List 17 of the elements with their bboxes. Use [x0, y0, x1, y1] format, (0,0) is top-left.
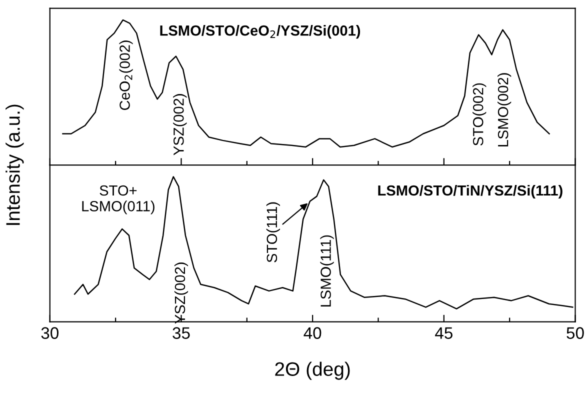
annotation: YSZ(002) [174, 262, 188, 324]
x-tick-label: 45 [435, 327, 452, 339]
annotation: STO+ LSMO(011) [82, 185, 154, 214]
x-tick-label: 30 [41, 327, 59, 339]
chart-title: LSMO/STO/CeO$_{2}$/YSZ/Si(001) [160, 25, 360, 39]
annotation: CeO$_{2}$(002) [119, 40, 133, 110]
annotation: LSMO(111) [320, 235, 334, 306]
text: LSMO/STO/TiN/YSZ/Si(111) [378, 184, 562, 199]
annotation: LSMO(002) [498, 73, 512, 146]
y-axis-title: Intensity (a.u.) [6, 104, 24, 225]
annotation: YSZ(002) [173, 94, 187, 156]
x-axis-title: 2Θ (deg) [275, 362, 350, 380]
annotation: STO(002) [472, 83, 486, 146]
x-tick-label: 50 [566, 327, 584, 339]
annotation: STO(111) [266, 202, 280, 262]
x-tick-label: 40 [304, 327, 322, 339]
x-tick-label: 35 [172, 327, 190, 339]
